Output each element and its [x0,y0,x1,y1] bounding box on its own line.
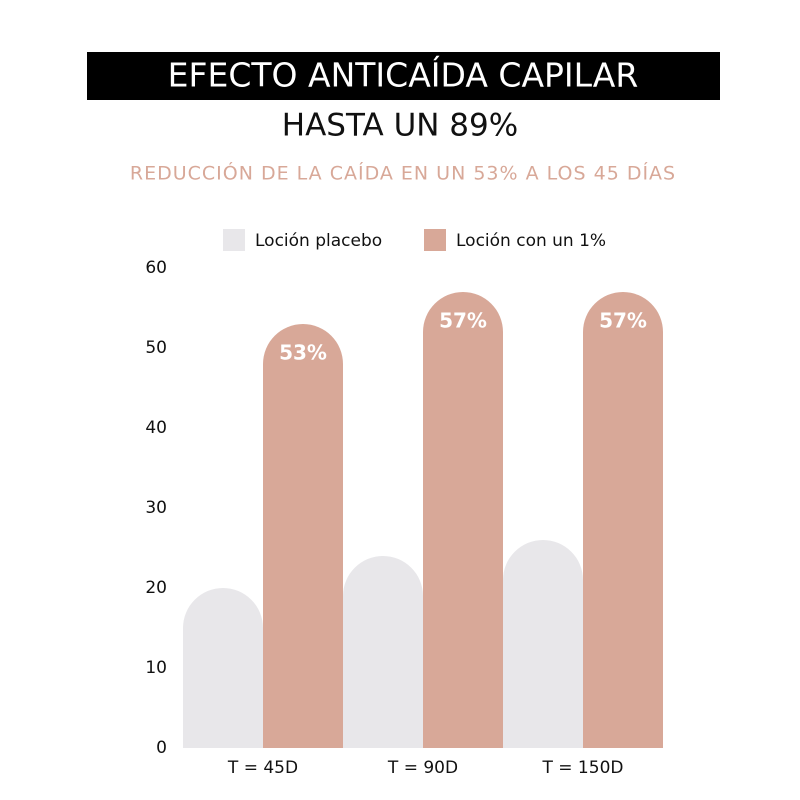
title-box [87,52,720,100]
x-tick-label: T = 90D [387,758,458,778]
bar [423,292,503,748]
y-tick-label: 40 [145,418,167,438]
x-tick-label: T = 150D [542,758,624,778]
bar [583,292,663,748]
y-tick-label: 60 [145,258,167,278]
value-label: 57% [599,309,647,333]
y-tick-label: 50 [145,338,167,358]
value-label: 57% [439,309,487,333]
y-tick-label: 30 [145,498,167,518]
bar [183,588,263,748]
chart-title: EFECTO ANTICAÍDA CAPILAR [168,55,639,95]
y-tick-label: 20 [145,578,167,598]
x-tick-label: T = 45D [227,758,298,778]
bar [343,556,423,748]
bar [263,324,343,748]
value-label: 53% [279,341,327,365]
legend-swatch [223,229,245,251]
legend-label: Loción con un 1% [456,231,606,251]
legend-swatch [424,229,446,251]
bar [503,540,583,748]
chart-caption: REDUCCIÓN DE LA CAÍDA EN UN 53% A LOS 45… [130,161,676,185]
y-tick-label: 0 [156,738,167,758]
chart-subtitle: HASTA UN 89% [282,108,518,144]
y-tick-label: 10 [145,658,167,678]
legend-label: Loción placebo [255,231,382,251]
